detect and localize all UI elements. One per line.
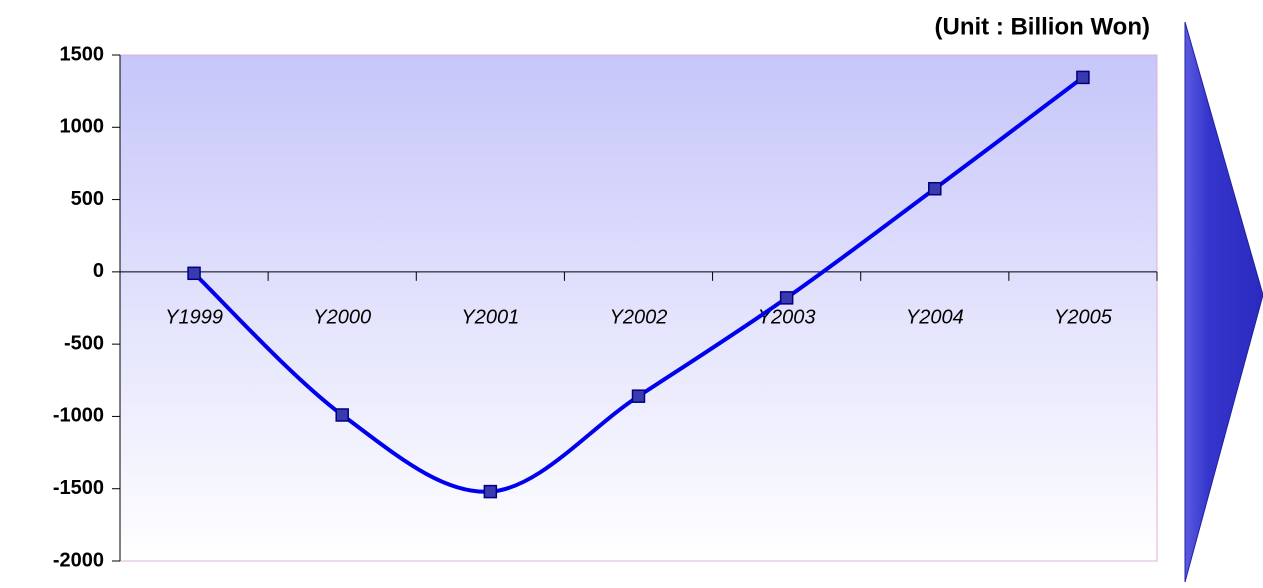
y-tick-label: 1500	[60, 43, 105, 65]
arrow-decoration	[1184, 21, 1263, 583]
x-tick-label: Y1999	[165, 306, 223, 328]
x-tick-label: Y2001	[461, 306, 519, 328]
y-tick-label: -1500	[53, 477, 104, 499]
data-point	[187, 266, 201, 281]
y-tick-label: 0	[93, 260, 104, 282]
x-tick-label: Y2000	[313, 306, 371, 328]
x-tick-label: Y2004	[906, 306, 964, 328]
data-point	[335, 408, 349, 422]
data-point	[483, 484, 498, 499]
plot-area	[119, 54, 1158, 562]
data-point	[928, 181, 942, 196]
data-point	[1076, 70, 1090, 85]
x-tick-label: Y2005	[1054, 306, 1113, 328]
y-tick-label: 500	[71, 188, 104, 210]
y-tick-label: 1000	[60, 116, 105, 138]
y-tick-label: -2000	[53, 549, 104, 571]
y-tick-label: -500	[64, 332, 104, 354]
data-point	[631, 389, 646, 403]
y-tick-label: -1000	[53, 405, 104, 427]
x-tick-label: Y2002	[610, 306, 668, 328]
x-tick-label: Y2003	[758, 306, 816, 328]
data-point	[779, 291, 794, 305]
chart-title: (Unit : Billion Won)	[935, 13, 1151, 40]
